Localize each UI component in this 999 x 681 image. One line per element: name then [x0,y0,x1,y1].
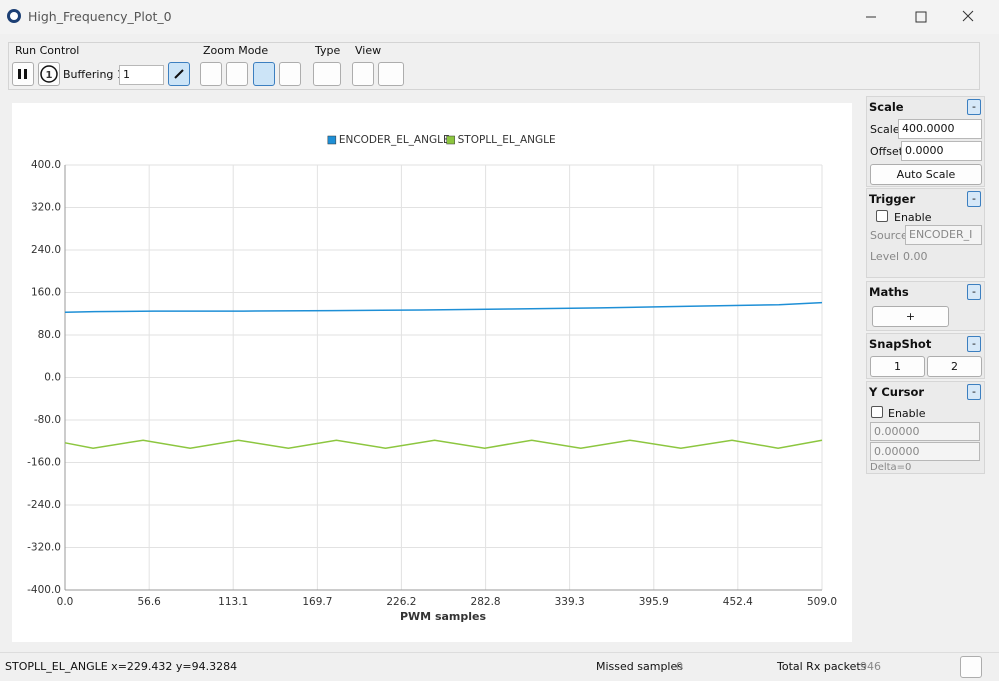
chart-panel: PWM samples 400.0 320.0 240.0 160.0 80.0 0.0-… [12,103,852,642]
window-controls[interactable] [860,8,990,26]
auto-scale-button[interactable]: Auto Scale [870,164,982,185]
add-math-button[interactable]: + [872,306,949,327]
y-tick-label: 160.0 [31,287,61,299]
clear-button[interactable] [960,656,982,678]
collapse-button[interactable]: - [967,191,981,207]
series-line [64,301,823,313]
legend-label: ENCODER_EL_ANGLE [339,134,450,146]
level-value: 0.00 [903,250,928,263]
scale-label: Scale [870,123,900,136]
x-axis-label: PWM samples [400,610,487,623]
offset-label: Offset [870,145,904,158]
level-label: Level [870,250,900,263]
svg-text:1: 1 [46,70,53,81]
section-title: Scale [869,100,904,114]
y-tick-label: -160.0 [27,457,61,469]
chart: PWM samples 400.0320.0240.0160.080.00.0-… [27,134,837,623]
series-line [64,439,823,449]
single-button[interactable]: 1 [38,62,60,86]
y-tick-label: -400.0 [27,584,61,596]
x-tick-label: 0.0 [57,596,74,608]
app-icon [7,9,21,23]
y-tick-label: 80.0 [38,329,61,341]
group-label: Type [315,44,341,57]
collapse-button[interactable]: - [967,284,981,300]
delta-label: Delta=0 [870,462,912,473]
packets-value: 946 [860,660,881,673]
zoom-x[interactable] [279,62,301,86]
zoom-pan[interactable] [226,62,248,86]
enable-label: Enable [894,211,932,224]
scale-input[interactable]: 400.0000 [898,119,982,139]
y-tick-label: 320.0 [31,202,61,214]
cursor-input[interactable]: 0.00000 [870,442,980,461]
scale-section: Scale - Scale 400.0000 Offset 0.0000 Aut… [866,96,985,187]
buffering-label: Buffering 1/ [63,68,128,81]
snapshot-button[interactable]: 1 [870,356,925,377]
toolbar [8,42,980,90]
x-tick-label: 509.0 [807,596,837,608]
section-title: Trigger [869,192,916,206]
type-button[interactable] [313,62,341,86]
legend-swatch [327,135,337,145]
collapse-button[interactable]: - [967,384,981,400]
y-tick-label: 400.0 [31,159,61,171]
x-tick-label: 56.6 [137,596,161,608]
checkbox[interactable] [876,210,888,222]
missed-value: 0 [676,660,683,673]
snapshot-section: SnapShot - 1 2 [866,333,985,379]
section-title: SnapShot [869,337,932,351]
status-bar: STOPLL_EL_ANGLE x=229.432 y=94.3284 Miss… [0,652,999,681]
cursor-input[interactable]: 0.00000 [870,422,980,441]
x-tick-label: 226.2 [386,596,416,608]
source-label: Source [870,229,908,242]
y-tick-label: -240.0 [27,499,61,511]
x-tick-label: 113.1 [218,596,248,608]
y-tick-label: 240.0 [31,244,61,256]
legend-swatch [446,135,455,145]
source-select[interactable]: ENCODER_I [905,225,982,245]
fit-button[interactable] [352,62,374,86]
y-cursor-section: Y Cursor - Enable 0.00000 0.00000 Delta=… [866,381,985,474]
pause-button[interactable] [12,62,34,86]
checkbox[interactable] [871,406,883,418]
group-label: Run Control [15,44,80,57]
y-tick-label: -80.0 [34,414,61,426]
zoom-xy[interactable] [200,62,222,86]
offset-input[interactable]: 0.0000 [901,141,982,161]
legend-label: STOPLL_EL_ANGLE [458,134,556,146]
packets-label: Total Rx packets [777,660,867,673]
zoom-y[interactable] [253,62,275,86]
window-title: High_Frequency_Plot_0 [28,9,172,24]
x-tick-label: 339.3 [555,596,585,608]
x-tick-label: 395.9 [639,596,669,608]
y-tick-label: -320.0 [27,542,61,554]
buffering-input[interactable]: 1 [119,65,164,85]
group-label: View [355,44,382,57]
trigger-section: Trigger - Enable Source ENCODER_I Level … [866,188,985,278]
collapse-button[interactable]: - [967,99,981,115]
x-tick-label: 169.7 [302,596,332,608]
enable-label: Enable [888,407,926,420]
collapse-button[interactable]: - [967,336,981,352]
x-tick-label: 282.8 [471,596,501,608]
link-button[interactable] [168,62,190,86]
missed-label: Missed samples [596,660,683,673]
cursor-status: STOPLL_EL_ANGLE x=229.432 y=94.3284 [5,660,238,673]
x-tick-label: 452.4 [723,596,753,608]
section-title: Y Cursor [869,385,925,399]
maths-section: Maths - + [866,281,985,331]
section-title: Maths [869,285,909,299]
y-tick-label: 0.0 [44,372,61,384]
group-label: Zoom Mode [203,44,269,57]
snapshot-button[interactable]: 2 [927,356,982,377]
view-button[interactable] [378,62,404,86]
title-bar: High_Frequency_Plot_0 [0,0,999,34]
